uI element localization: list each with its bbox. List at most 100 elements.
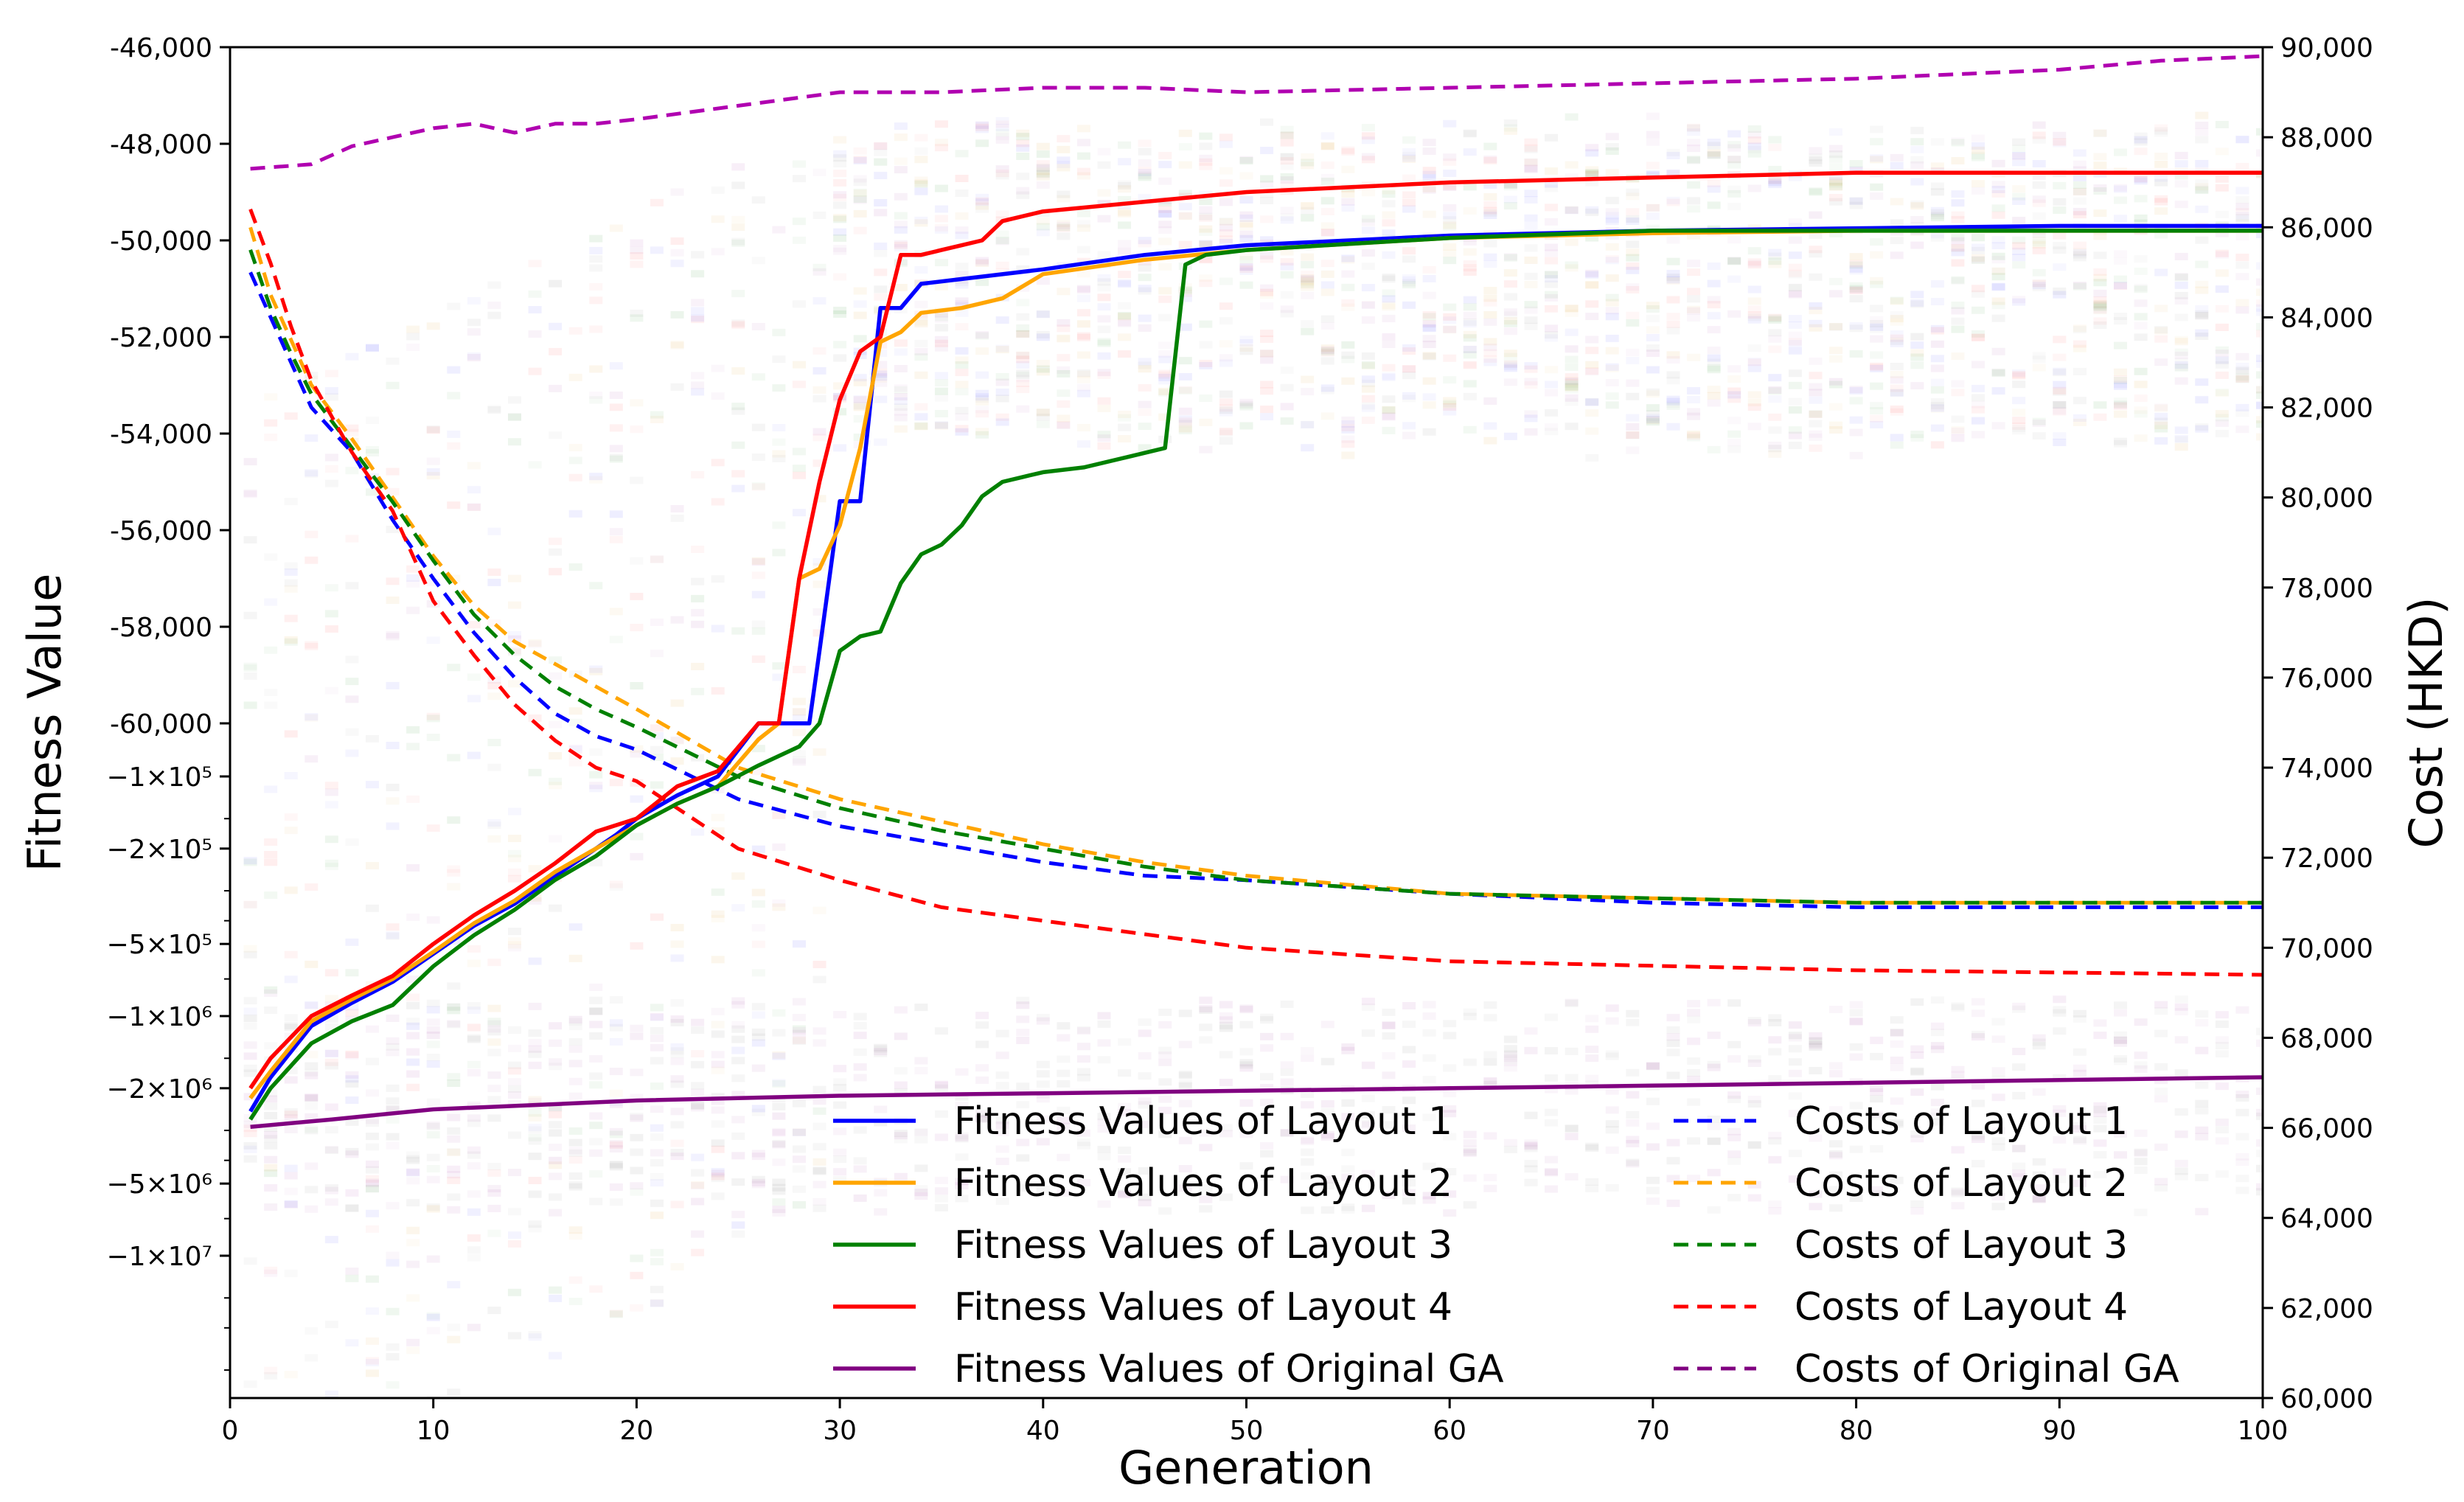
population-point [1524,428,1538,436]
population-point [1687,1175,1701,1183]
population-point [874,209,888,217]
population-point [549,1103,563,1111]
population-point [589,748,603,757]
population-point [1503,280,1517,288]
population-point [1118,1147,1132,1155]
population-point [1524,1144,1538,1152]
population-point [549,1144,563,1152]
population-point [1951,1187,1965,1195]
population-point [1666,1039,1680,1047]
population-point [1849,286,1863,294]
population-point [630,1114,644,1122]
population-point [894,397,908,406]
population-point [1524,272,1538,280]
population-point [1016,361,1030,369]
population-point [792,750,806,758]
population-point [2053,388,2067,396]
population-point [914,266,928,274]
population-point [1951,276,1965,284]
population-point [1118,302,1132,310]
population-point [1646,415,1660,423]
population-point [2012,254,2026,262]
population-point [1971,254,1986,262]
population-point [2012,424,2026,432]
population-point [2215,1011,2229,1019]
population-point [1361,362,1375,370]
population-point [528,1176,542,1184]
population-point [589,1285,603,1293]
population-point [2174,281,2188,289]
population-point [812,1085,826,1094]
population-point [1239,156,1253,164]
population-point [1443,249,1457,257]
population-point [2093,1032,2107,1040]
population-point [1503,360,1517,368]
population-point [1097,1056,1111,1064]
population-point [691,470,705,479]
right-tick-label: 78,000 [2280,574,2373,604]
population-point [630,1304,644,1312]
population-point [243,489,257,497]
population-point [1138,444,1152,452]
population-point [1849,261,1863,269]
population-point [934,313,948,321]
population-point [792,175,806,183]
population-point [1666,1157,1680,1165]
population-point [345,1003,359,1011]
population-point [1707,1137,1721,1145]
population-point [914,371,928,379]
population-point [528,330,542,338]
population-point [914,423,928,431]
population-point [528,1333,542,1341]
population-point [1971,998,1986,1006]
population-point [772,1198,786,1206]
population-point [324,995,338,1003]
population-point [1118,221,1132,229]
population-point [1503,350,1517,358]
population-point [2154,327,2168,335]
population-point [1626,356,1640,364]
population-point [426,1313,440,1321]
population-point [1545,184,1559,192]
population-point [711,1007,725,1015]
population-point [1219,302,1233,310]
population-point [1809,1043,1823,1051]
population-point [1280,131,1294,139]
population-point [2215,269,2229,277]
population-point [2174,160,2188,168]
population-point [1849,324,1863,333]
population-point [1829,182,1843,190]
population-point [1747,1141,1761,1150]
population-point [1747,260,1761,268]
population-point [772,521,786,529]
population-point [894,1081,908,1089]
population-point [324,1184,338,1192]
population-point [1707,1063,1721,1071]
population-point [1463,425,1477,434]
population-point [1016,1154,1030,1162]
population-point [2235,233,2249,241]
population-point [1666,151,1680,159]
population-point [1016,324,1030,332]
population-point [1280,213,1294,221]
population-point [691,1153,705,1161]
population-point [2093,268,2107,276]
population-point [1341,1206,1355,1214]
population-point [1626,262,1640,270]
fitness-line-2 [248,229,2263,1099]
population-point [1545,271,1559,279]
population-point [812,580,826,588]
population-point [284,1172,298,1180]
population-point [2154,1029,2168,1037]
population-point [1687,353,1701,361]
population-point [914,216,928,224]
population-point [1545,1085,1559,1094]
population-point [1199,320,1213,328]
population-point [1443,1209,1457,1217]
population-point [630,1113,644,1121]
population-point [731,320,745,328]
population-point [1178,161,1192,169]
population-point [1646,350,1660,358]
population-point [1036,368,1050,376]
population-point [386,381,400,389]
